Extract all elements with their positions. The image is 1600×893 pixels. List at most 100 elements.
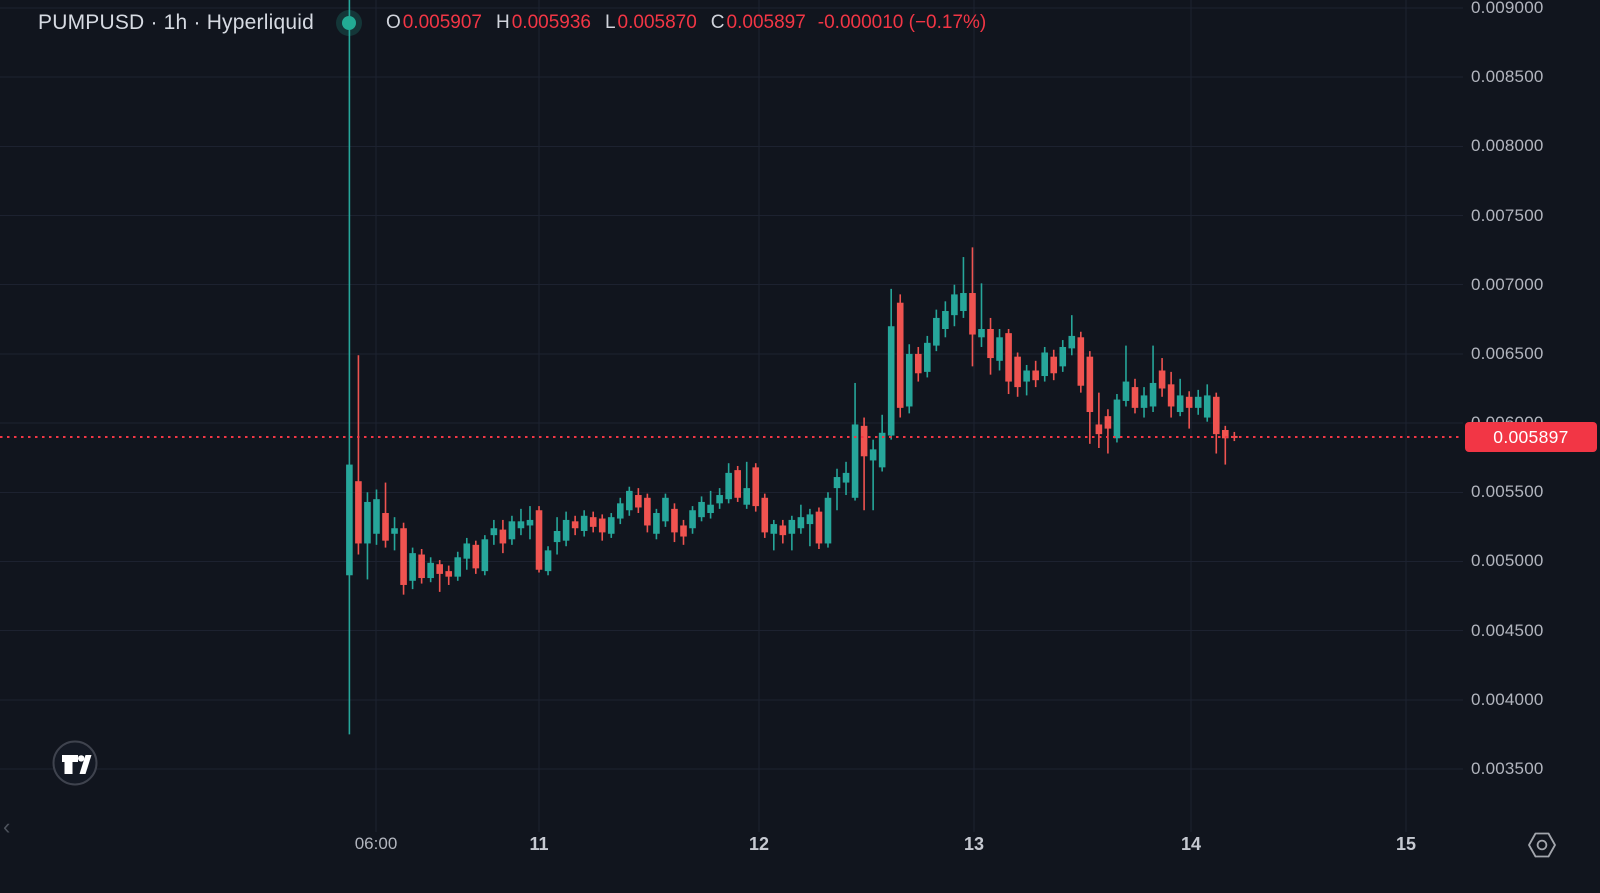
- candle-body: [1212, 396, 1220, 435]
- candle-body: [1086, 356, 1094, 413]
- candle-body: [680, 525, 687, 537]
- candle-body: [400, 528, 407, 585]
- candle-body: [607, 517, 615, 534]
- candle-body: [1222, 429, 1229, 439]
- candle-body: [860, 425, 868, 457]
- current-price-label: 0.005897: [1465, 422, 1597, 452]
- candle-body: [1131, 387, 1139, 408]
- candle-body: [1149, 382, 1157, 407]
- candle-body: [1185, 396, 1193, 408]
- price-tick-label: 0.007500: [1471, 205, 1544, 225]
- candle-body: [517, 521, 525, 529]
- candle-body: [553, 531, 561, 543]
- symbol-title[interactable]: PUMPUSD · 1h · Hyperliquid: [38, 11, 314, 34]
- candle-body: [562, 519, 570, 541]
- candle-body: [364, 501, 371, 544]
- candle-body: [987, 328, 994, 359]
- candle-body: [797, 517, 805, 529]
- candle-body: [589, 517, 597, 527]
- candle-body: [960, 293, 967, 312]
- price-tick-label: 0.009000: [1471, 0, 1544, 17]
- candle-body: [869, 449, 877, 461]
- candle-body: [391, 528, 398, 534]
- candle-body: [924, 342, 931, 372]
- time-tick-label: 06:00: [354, 834, 398, 853]
- price-tick-label: 0.004500: [1471, 620, 1544, 640]
- price-tick-label: 0.007000: [1471, 274, 1544, 294]
- time-tick-label: 15: [1395, 834, 1417, 854]
- candle-body: [598, 518, 606, 533]
- candle-body: [499, 529, 507, 544]
- price-axis[interactable]: 0.009000 0.008500 0.008000 0.007500 0.007000…: [1463, 0, 1600, 832]
- candle-body: [933, 317, 940, 346]
- candle-body: [1005, 333, 1012, 382]
- candle-body: [1068, 335, 1076, 349]
- candle-body: [373, 499, 380, 534]
- candle-body: [1203, 395, 1211, 418]
- tradingview-logo-icon: [52, 740, 98, 786]
- candle-body: [969, 293, 976, 335]
- candle-body: [815, 511, 823, 544]
- candle-body: [689, 510, 696, 529]
- candle-body: [571, 521, 579, 529]
- candle-body: [508, 521, 516, 540]
- high-label: H: [495, 12, 510, 33]
- time-axis[interactable]: 06:00 11 12 13 14 15: [0, 815, 1463, 893]
- close-value: 0.005897: [726, 12, 806, 33]
- candle-body: [580, 515, 588, 532]
- candle-body: [382, 513, 389, 541]
- candle-body: [842, 472, 850, 483]
- candle-body: [806, 514, 814, 525]
- time-tick-label: 11: [529, 834, 549, 854]
- candle-body: [725, 472, 732, 500]
- candle-body: [698, 501, 705, 518]
- market-status-dot[interactable]: [341, 16, 356, 30]
- candle-body: [770, 524, 778, 534]
- candle-body: [1140, 395, 1148, 408]
- candle-body: [851, 424, 859, 498]
- candle-body: [454, 557, 462, 577]
- time-tick-label: 12: [748, 834, 770, 854]
- candle-body: [833, 477, 841, 489]
- price-tick-label: 0.003500: [1471, 758, 1544, 778]
- candle-body: [1050, 356, 1058, 374]
- candle-body: [707, 504, 714, 514]
- candle-body: [535, 510, 543, 570]
- candle-body: [1113, 399, 1121, 439]
- candle-body: [1167, 384, 1175, 407]
- candle-body: [1023, 370, 1030, 382]
- open-label: O: [385, 12, 401, 33]
- tradingview-logo[interactable]: [52, 740, 98, 791]
- candle-body: [1059, 346, 1067, 367]
- candle-body: [1158, 370, 1166, 389]
- candle-body: [1095, 424, 1103, 435]
- candle-body: [896, 302, 904, 408]
- candle-body: [1014, 356, 1021, 388]
- candle-body: [914, 353, 922, 374]
- candle-body: [626, 490, 633, 511]
- candle-body: [1176, 395, 1184, 413]
- candle-body: [942, 311, 949, 329]
- price-tick-label: 0.005500: [1471, 482, 1544, 502]
- low-label: L: [604, 12, 616, 33]
- time-tick-label: 13: [963, 834, 985, 854]
- candle-body: [355, 481, 362, 544]
- candle-body: [743, 488, 751, 505]
- candle-body: [716, 495, 723, 504]
- candle-body: [1104, 416, 1112, 429]
- collapse-toolbar-chevron-icon[interactable]: ‹: [3, 814, 11, 839]
- candle-body: [644, 497, 651, 526]
- price-tick-label: 0.004000: [1471, 689, 1544, 709]
- open-value: 0.005907: [402, 12, 482, 33]
- price-tick-label: 0.006500: [1471, 343, 1544, 363]
- candle-body: [653, 513, 660, 534]
- candle-body: [490, 528, 498, 536]
- candle-body: [1122, 381, 1130, 401]
- candle-body: [635, 495, 642, 508]
- scale-settings-button[interactable]: [1527, 830, 1557, 865]
- chart-legend: PUMPUSD · 1h · Hyperliquid O 0.005907 H …: [38, 8, 986, 38]
- candle-body: [526, 519, 534, 526]
- candle-body: [427, 562, 434, 579]
